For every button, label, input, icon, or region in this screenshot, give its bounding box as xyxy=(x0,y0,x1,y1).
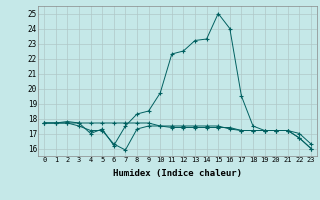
X-axis label: Humidex (Indice chaleur): Humidex (Indice chaleur) xyxy=(113,169,242,178)
